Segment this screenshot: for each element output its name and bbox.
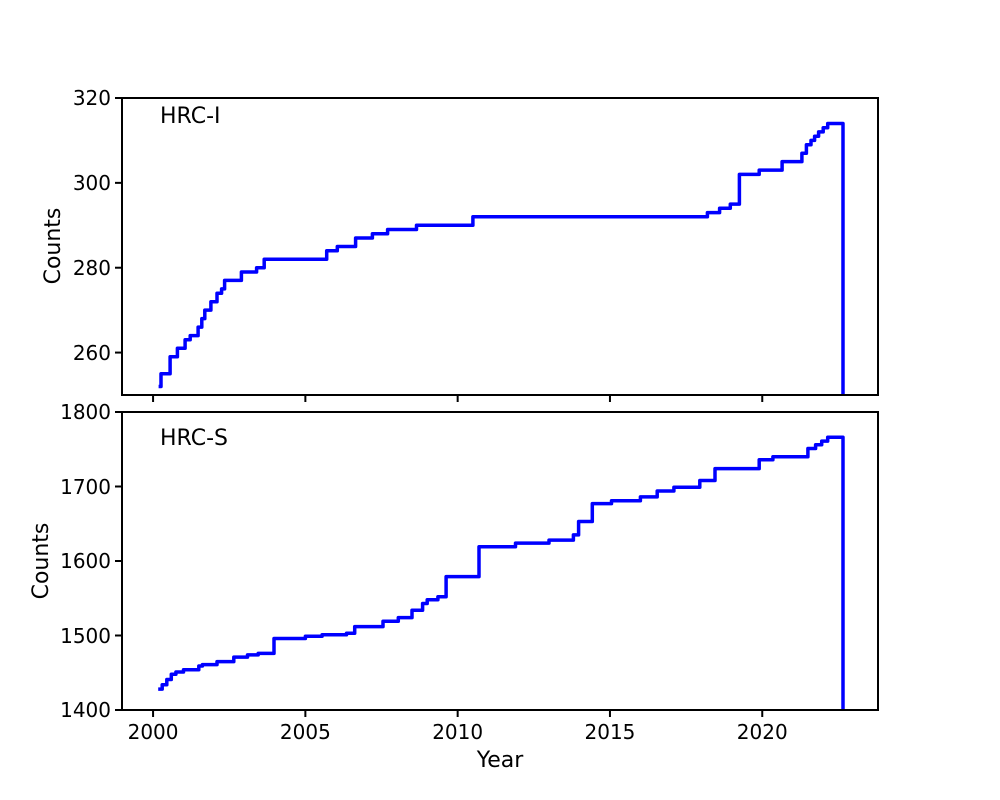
panel-border-hrc-s: [121, 411, 879, 711]
y-tick-label: 1500: [60, 623, 111, 648]
x-tick-label: 2015: [584, 720, 636, 744]
x-tick-label: 2005: [279, 720, 331, 744]
panel-annotation-hrc-i: HRC-I: [160, 104, 221, 129]
y-tick-label: 1600: [60, 549, 111, 573]
panel-border-hrc-i: [121, 97, 879, 396]
x-axis-label: Year: [476, 748, 524, 773]
y-axis-label-top: Counts: [41, 207, 66, 285]
y-tick-label: 260: [72, 340, 111, 365]
y-axis-label-bottom: Counts: [29, 522, 54, 600]
hrc-s-line: [158, 435, 845, 710]
x-tick-label: 2000: [127, 720, 179, 744]
hrc-i-line: [158, 121, 845, 395]
y-tick-label: 300: [72, 170, 111, 195]
y-tick-label: 1400: [60, 698, 111, 722]
y-tick-label: 280: [72, 255, 111, 280]
y-tick-label: 1800: [60, 400, 111, 424]
y-tick-label: 1700: [60, 474, 111, 499]
y-tick-label: 320: [72, 86, 111, 110]
x-tick-label: 2010: [432, 720, 484, 744]
x-tick-label: 2020: [736, 720, 788, 744]
panel-annotation-hrc-s: HRC-S: [160, 426, 228, 451]
